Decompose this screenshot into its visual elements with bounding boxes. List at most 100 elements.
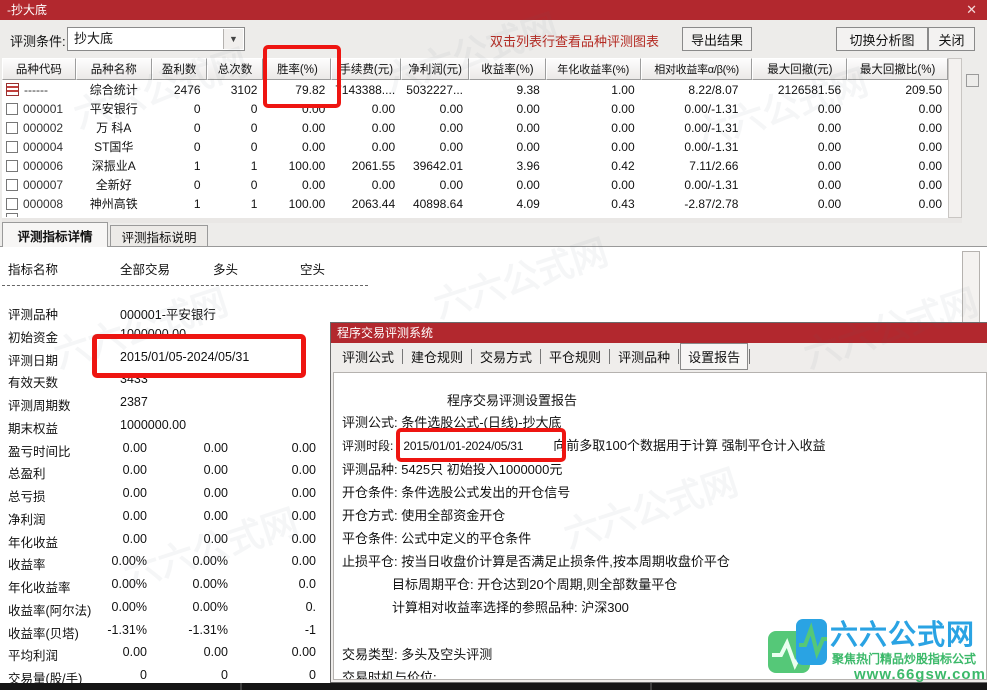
cell-code: 000001: [2, 102, 76, 116]
cell-name: ST国华: [94, 140, 134, 154]
table-row[interactable]: 000001 平安银行 0 0 0.00 0.00 0.00 0.00 0.00…: [2, 99, 948, 118]
col-alpha-beta[interactable]: 相对收益率α/β(%): [640, 58, 753, 80]
cell-max-drawdown: 0.00: [817, 101, 842, 116]
detail-col-long: 多头: [213, 263, 239, 277]
col-total[interactable]: 总次数: [206, 58, 264, 80]
metric-long: -1.31%: [188, 622, 228, 637]
table-row[interactable]: 000002 万 科A 0 0 0.00 0.00 0.00 0.00 0.00…: [2, 118, 948, 137]
close-button[interactable]: 关闭: [928, 27, 975, 51]
hint-text: 双击列表行查看品种评测图表: [490, 34, 660, 49]
metric-label: 交易量(股/手): [8, 672, 83, 687]
metric-long: 0.00: [203, 486, 228, 501]
cell-alpha-beta: 0.00/-1.31: [684, 139, 739, 154]
row-checkbox[interactable]: [6, 213, 18, 217]
report-tab-open-rules[interactable]: 建仓规则: [411, 350, 464, 365]
report-title-bar: 程序交易评测系统: [331, 323, 987, 343]
table-row[interactable]: 000008 神州高铁 1 1 100.00 2063.44 40898.64 …: [2, 194, 948, 213]
metric-long: 0.00: [203, 440, 228, 455]
report-tab-formula[interactable]: 评测公式: [342, 350, 395, 365]
row-checkbox[interactable]: [6, 121, 18, 134]
cell-code: ------: [2, 83, 76, 97]
metric-row: 总盈利 0.00 0.00 0.00: [0, 460, 336, 483]
report-line-stoploss: 止损平仓: 按当日收盘价计算是否满足止损条件,按本周期收盘价平仓: [342, 554, 730, 569]
metric-row: 年化收益率 0.00% 0.00% 0.0: [0, 574, 336, 597]
cell-annual-return: 0.42: [611, 158, 635, 173]
cell-total: 1: [250, 196, 258, 211]
info-row: 评测品种 000001-平安银行: [0, 301, 336, 324]
metric-short: 0: [309, 668, 316, 683]
col-max-drawdown[interactable]: 最大回撤(元): [752, 58, 848, 80]
report-line-target-close: 目标周期平仓: 开仓达到20个周期,则全部数量平仓: [392, 577, 678, 592]
table-horizontal-scroll-area[interactable]: [2, 218, 962, 223]
report-tab-symbols[interactable]: 评测品种: [618, 350, 671, 365]
site-tagline: 聚焦热门精品炒股指标公式: [832, 652, 977, 666]
info-label: 有效天数: [8, 376, 59, 391]
row-checkbox[interactable]: [6, 159, 18, 172]
metric-short: 0.00: [291, 531, 316, 546]
metric-label: 收益率: [8, 558, 46, 573]
report-tab-close-rules[interactable]: 平仓规则: [549, 350, 602, 365]
col-annual-return[interactable]: 年化收益率(%): [545, 58, 641, 80]
cell-annual-return: 0.00: [611, 101, 635, 116]
table-corner-checkbox[interactable]: [966, 74, 979, 87]
export-button[interactable]: 导出结果: [682, 27, 752, 51]
row-checkbox[interactable]: [6, 197, 18, 210]
row-checkbox[interactable]: [6, 140, 18, 153]
metric-short: 0.00: [291, 645, 316, 660]
table-row[interactable]: 000006 深振业A 1 1 100.00 2061.55 39642.01 …: [2, 156, 948, 175]
report-heading: 程序交易评测设置报告: [447, 393, 578, 408]
cell-max-drawdown: 0.00: [817, 158, 842, 173]
cell-max-drawdown: 0.00: [817, 196, 842, 211]
cell-return: 0.00: [516, 120, 540, 135]
col-name[interactable]: 品种名称: [75, 58, 152, 80]
col-return[interactable]: 收益率(%): [469, 58, 546, 80]
table-row-summary[interactable]: ------ 综合统计 2476 3102 79.82 7143388.... …: [2, 80, 948, 99]
table-row[interactable]: 000004 ST国华 0 0 0.00 0.00 0.00 0.00 0.00…: [2, 137, 948, 156]
cell-wins: 0: [193, 139, 201, 154]
table-row-clipped[interactable]: [2, 213, 948, 217]
row-checkbox[interactable]: [6, 102, 18, 115]
panel-vertical-scrollbar[interactable]: [962, 251, 980, 325]
tab-separator: [402, 349, 404, 364]
cell-netprofit: 0.00: [439, 139, 464, 154]
col-winrate[interactable]: 胜率(%): [263, 58, 332, 80]
info-label: 初始资金: [8, 330, 59, 345]
cell-alpha-beta: -2.87/2.78: [684, 196, 739, 211]
report-tab-settings-report[interactable]: 设置报告: [680, 343, 749, 370]
close-icon[interactable]: ✕: [966, 2, 977, 17]
cell-max-drawdown-pct: 0.00: [918, 196, 943, 211]
metric-label: 年化收益: [8, 535, 59, 550]
metric-row: 净利润 0.00 0.00 0.00: [0, 506, 336, 529]
cell-total: 3102: [230, 82, 258, 97]
cell-wins: 0: [193, 177, 201, 192]
tab-indicator-help[interactable]: 评测指标说明: [110, 225, 208, 247]
row-checkbox[interactable]: [6, 178, 18, 191]
report-line-period: 评测时段: 2015/01/01-2024/05/31 向前多取100个数据用于计算…: [342, 435, 826, 454]
site-url: www.66gsw.com: [854, 666, 986, 683]
metric-short: 0.00: [291, 440, 316, 455]
cell-code: 000007: [2, 178, 76, 192]
cell-max-drawdown-pct: 0.00: [918, 120, 943, 135]
metric-short: 0.00: [291, 463, 316, 478]
col-wins[interactable]: 盈利数: [151, 58, 207, 80]
tab-indicator-detail[interactable]: 评测指标详情: [2, 222, 108, 247]
table-row[interactable]: 000007 全新好 0 0 0.00 0.00 0.00 0.00 0.00 …: [2, 175, 948, 194]
col-fee[interactable]: 手续费(元): [331, 58, 402, 80]
cell-fee: 0.00: [371, 120, 396, 135]
bottom-scrollbar[interactable]: [0, 683, 987, 690]
cell-total: 1: [250, 158, 258, 173]
table-vertical-scrollbar[interactable]: [948, 58, 962, 218]
chevron-down-icon[interactable]: ▼: [223, 29, 243, 49]
cell-return: 3.96: [516, 158, 540, 173]
col-netprofit[interactable]: 净利润(元): [401, 58, 470, 80]
condition-dropdown[interactable]: 抄大底 ▼: [67, 27, 245, 51]
divider: [2, 285, 368, 286]
switch-chart-button[interactable]: 切换分析图: [836, 27, 928, 51]
cell-winrate: 100.00: [288, 158, 326, 173]
col-code[interactable]: 品种代码: [2, 58, 76, 80]
metric-all: 0.00: [122, 531, 147, 546]
cell-max-drawdown: 0.00: [817, 120, 842, 135]
info-row: 有效天数 3433: [0, 369, 336, 392]
col-max-drawdown-pct[interactable]: 最大回撤比(%): [847, 58, 948, 80]
report-tab-trade-mode[interactable]: 交易方式: [480, 350, 533, 365]
